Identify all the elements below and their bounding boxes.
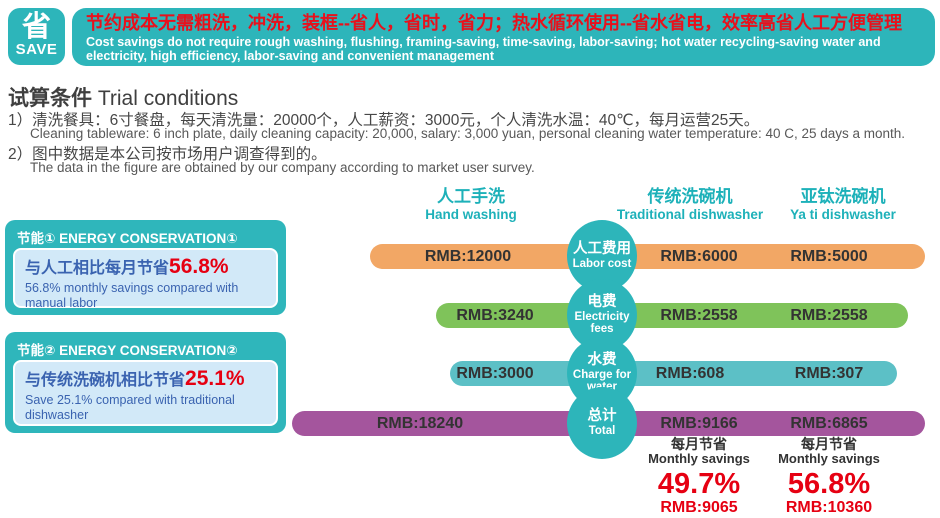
energy-box-1-headline: 与人工相比每月节省56.8% bbox=[25, 254, 266, 279]
water-charge-bar bbox=[450, 361, 897, 386]
energy-conservation-box-1: 节能① ENERGY CONSERVATION① 与人工相比每月节省56.8% … bbox=[5, 220, 286, 315]
water-label-zh: 水费 bbox=[587, 351, 617, 368]
header-title-en: Cost savings do not require rough washin… bbox=[86, 34, 881, 64]
energy-box-2-title: 节能② ENERGY CONSERVATION② bbox=[17, 343, 238, 358]
condition-1-en: Cleaning tableware: 6 inch plate, daily … bbox=[30, 126, 906, 141]
trial-conditions-heading-zh: 试算条件 bbox=[8, 87, 92, 110]
total-yati-value: RMB:6865 bbox=[790, 415, 868, 432]
header-banner: 节约成本无需粗洗，冲洗，装框--省人，省时，省力；热水循环使用--省水省电，效率… bbox=[72, 8, 935, 66]
column-header-traditional-dishwasher: 传统洗碗机 Traditional dishwasher bbox=[617, 186, 763, 223]
condition-1-zh: 1）清洗餐具：6寸餐盘，每天清洗量：20000个，人工薪资：3000元，个人清洗… bbox=[8, 112, 760, 129]
monthly-savings-traditional-percent: 49.7% bbox=[657, 467, 741, 500]
monthly-savings-traditional-en: Monthly savings bbox=[648, 451, 750, 467]
energy-box-1-en: 56.8% monthly savings compared with manu… bbox=[25, 281, 239, 310]
monthly-savings-yati-amount: RMB:10360 bbox=[785, 499, 873, 517]
column-header-yati-en: Ya ti dishwasher bbox=[790, 207, 896, 223]
water-hand-washing-value: RMB:3000 bbox=[456, 365, 534, 382]
header-title-zh: 节约成本无需粗洗，冲洗，装框--省人，省时，省力；热水循环使用--省水省电，效率… bbox=[86, 13, 902, 33]
total-row-label: 总计 Total bbox=[567, 387, 637, 459]
trial-conditions-heading-en: Trial conditions bbox=[97, 87, 239, 110]
save-badge-en: SAVE bbox=[15, 41, 58, 59]
energy-box-1-zh: 与人工相比每月节省 bbox=[25, 260, 170, 277]
labor-cost-traditional-value: RMB:6000 bbox=[660, 248, 738, 265]
monthly-savings-yati-percent: 56.8% bbox=[787, 467, 871, 500]
energy-box-1-percent: 56.8% bbox=[169, 255, 229, 278]
labor-cost-hand-washing-value: RMB:12000 bbox=[424, 248, 512, 265]
monthly-savings-traditional-amount: RMB:9065 bbox=[660, 499, 738, 517]
monthly-savings-yati-zh: 每月节省 bbox=[801, 436, 857, 452]
column-header-hand-washing: 人工手洗 Hand washing bbox=[425, 186, 517, 223]
condition-2-zh: 2）图中数据是本公司按市场用户调查得到的。 bbox=[8, 146, 327, 163]
labor-cost-yati-value: RMB:5000 bbox=[790, 248, 868, 265]
energy-box-2-headline: 与传统洗碗机相比节省25.1% bbox=[25, 366, 266, 391]
electricity-hand-washing-value: RMB:3240 bbox=[456, 307, 534, 324]
electricity-label-zh: 电费 bbox=[587, 293, 617, 310]
column-header-yati-dishwasher: 亚钛洗碗机 Ya ti dishwasher bbox=[790, 186, 896, 223]
column-header-traditional-en: Traditional dishwasher bbox=[616, 207, 764, 223]
water-yati-value: RMB:307 bbox=[794, 365, 864, 382]
labor-cost-label-en: Labor cost bbox=[572, 257, 632, 270]
total-hand-washing-value: RMB:18240 bbox=[376, 415, 464, 432]
column-header-yati-zh: 亚钛洗碗机 bbox=[800, 187, 886, 206]
save-badge: 省 SAVE bbox=[8, 8, 65, 65]
electricity-label-en: Electricity fees bbox=[574, 310, 630, 335]
labor-cost-label-zh: 人工费用 bbox=[573, 241, 631, 257]
condition-2-en: The data in the figure are obtained by o… bbox=[30, 160, 535, 175]
total-traditional-value: RMB:9166 bbox=[660, 415, 738, 432]
save-badge-zh: 省 bbox=[21, 11, 51, 43]
trial-conditions-heading: 试算条件 Trial conditions bbox=[8, 82, 238, 112]
electricity-traditional-value: RMB:2558 bbox=[660, 307, 738, 324]
water-traditional-value: RMB:608 bbox=[655, 365, 725, 382]
monthly-savings-yati: 每月节省 Monthly savings 56.8% RMB:10360 bbox=[739, 436, 919, 517]
column-header-traditional-zh: 传统洗碗机 bbox=[647, 187, 733, 206]
energy-box-2-percent: 25.1% bbox=[185, 367, 245, 390]
column-header-hand-washing-en: Hand washing bbox=[425, 207, 517, 223]
total-label-zh: 总计 bbox=[587, 408, 617, 424]
electricity-fees-bar bbox=[436, 303, 908, 328]
energy-conservation-box-2: 节能② ENERGY CONSERVATION② 与传统洗碗机相比节省25.1%… bbox=[5, 332, 286, 433]
monthly-savings-traditional-zh: 每月节省 bbox=[671, 436, 727, 452]
monthly-savings-traditional: 每月节省 Monthly savings 49.7% RMB:9065 bbox=[609, 436, 789, 517]
electricity-yati-value: RMB:2558 bbox=[790, 307, 868, 324]
energy-box-2-en: Save 25.1% compared with traditional dis… bbox=[25, 393, 235, 422]
energy-box-1-panel: 与人工相比每月节省56.8% 56.8% monthly savings com… bbox=[13, 248, 278, 310]
energy-box-1-title: 节能① ENERGY CONSERVATION① bbox=[17, 231, 238, 246]
total-label-en: Total bbox=[588, 424, 616, 437]
column-header-hand-washing-zh: 人工手洗 bbox=[436, 187, 505, 206]
monthly-savings-yati-en: Monthly savings bbox=[778, 451, 880, 467]
energy-box-2-zh: 与传统洗碗机相比节省 bbox=[25, 372, 186, 389]
energy-box-2-panel: 与传统洗碗机相比节省25.1% Save 25.1% compared with… bbox=[13, 360, 278, 426]
labor-cost-bar bbox=[370, 244, 925, 269]
